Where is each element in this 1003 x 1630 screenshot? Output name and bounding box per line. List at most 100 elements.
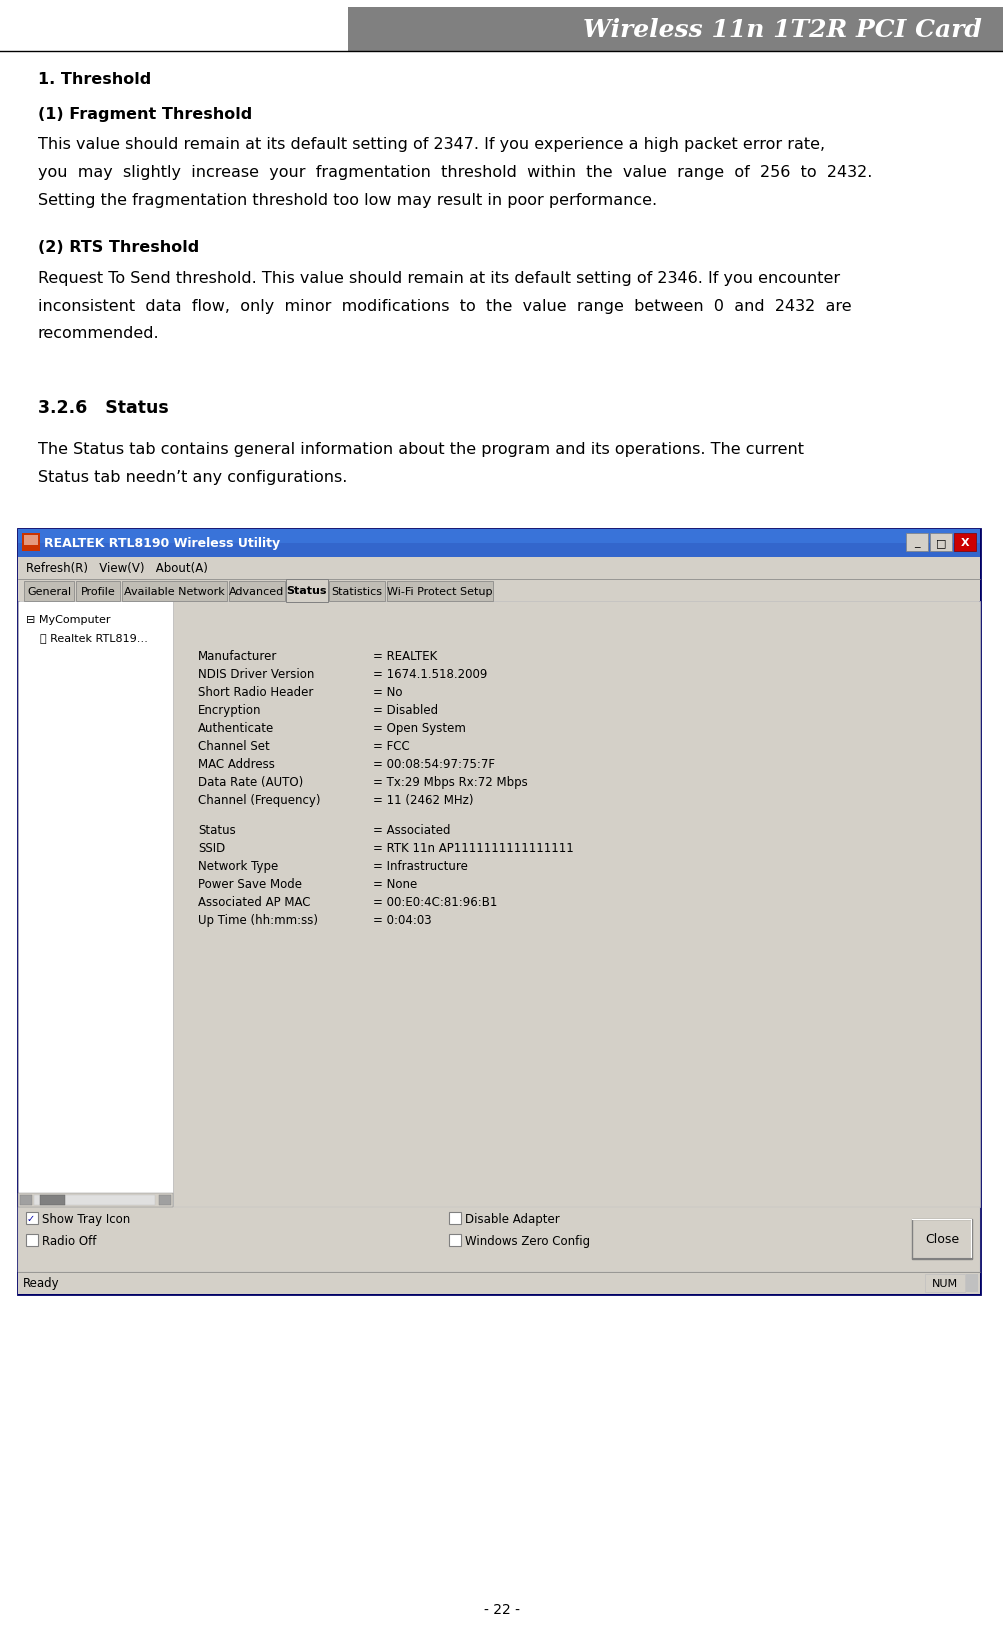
Bar: [905, 533, 927, 551]
Text: Encryption: Encryption: [198, 704, 261, 717]
Text: = Associated: = Associated: [373, 825, 450, 836]
Text: (1) Fragment Threshold: (1) Fragment Threshold: [38, 108, 252, 122]
Bar: [924, 1275, 964, 1293]
Bar: [911, 1219, 971, 1260]
Bar: [18, 530, 979, 1294]
Text: Power Save Mode: Power Save Mode: [198, 879, 302, 892]
Text: 1. Threshold: 1. Threshold: [38, 72, 151, 88]
Text: Status: Status: [287, 585, 327, 595]
Bar: [24, 536, 38, 546]
Bar: [448, 1234, 460, 1247]
Bar: [18, 530, 979, 557]
Text: you  may  slightly  increase  your  fragmentation  threshold  within  the  value: you may slightly increase your fragmenta…: [38, 165, 872, 181]
Text: = 0:04:03: = 0:04:03: [373, 914, 431, 927]
Bar: [953, 533, 975, 551]
Text: Statistics: Statistics: [331, 587, 382, 597]
Text: General: General: [27, 587, 71, 597]
Bar: [18, 1208, 979, 1273]
Text: REALTEK RTL8190 Wireless Utility: REALTEK RTL8190 Wireless Utility: [44, 538, 280, 551]
Text: = Tx:29 Mbps Rx:72 Mbps: = Tx:29 Mbps Rx:72 Mbps: [373, 776, 528, 789]
Text: 🖥 Realtek RTL819…: 🖥 Realtek RTL819…: [40, 632, 147, 642]
Text: MAC Address: MAC Address: [198, 758, 275, 771]
Bar: [286, 580, 328, 603]
Bar: [24, 582, 74, 601]
Bar: [18, 601, 173, 1208]
Text: Channel (Frequency): Channel (Frequency): [198, 794, 320, 807]
Text: = 00:E0:4C:81:96:B1: = 00:E0:4C:81:96:B1: [373, 897, 496, 910]
Text: Available Network: Available Network: [123, 587, 224, 597]
Text: The Status tab contains general information about the program and its operations: The Status tab contains general informat…: [38, 442, 803, 458]
Text: Show Tray Icon: Show Tray Icon: [42, 1213, 130, 1226]
Bar: [26, 1234, 38, 1247]
Bar: [18, 580, 979, 601]
Bar: [40, 1195, 65, 1205]
Text: ⊟ MyComputer: ⊟ MyComputer: [26, 615, 110, 624]
Text: Data Rate (AUTO): Data Rate (AUTO): [198, 776, 303, 789]
Text: Close: Close: [924, 1232, 958, 1245]
Text: 3.2.6   Status: 3.2.6 Status: [38, 399, 169, 417]
Text: = 1674.1.518.2009: = 1674.1.518.2009: [373, 668, 486, 681]
Text: ✓: ✓: [27, 1213, 35, 1222]
Bar: [348, 8, 1003, 52]
Text: Short Radio Header: Short Radio Header: [198, 686, 313, 699]
Text: = None: = None: [373, 879, 417, 892]
Text: SSID: SSID: [198, 843, 225, 856]
Text: = REALTEK: = REALTEK: [373, 650, 437, 663]
Bar: [173, 601, 979, 1208]
Text: Radio Off: Radio Off: [42, 1236, 96, 1247]
Text: recommended.: recommended.: [38, 326, 159, 341]
Bar: [229, 582, 285, 601]
Bar: [26, 1213, 38, 1224]
Text: Up Time (hh:mm:ss): Up Time (hh:mm:ss): [198, 914, 318, 927]
Text: = RTK 11n AP1111111111111111: = RTK 11n AP1111111111111111: [373, 843, 573, 856]
Text: Profile: Profile: [80, 587, 115, 597]
Text: Request To Send threshold. This value should remain at its default setting of 23: Request To Send threshold. This value sh…: [38, 271, 840, 285]
Text: = 00:08:54:97:75:7F: = 00:08:54:97:75:7F: [373, 758, 494, 771]
Text: = Open System: = Open System: [373, 722, 465, 735]
Text: = 11 (2462 MHz): = 11 (2462 MHz): [373, 794, 473, 807]
Text: Wireless 11n 1T2R PCI Card: Wireless 11n 1T2R PCI Card: [583, 18, 981, 42]
Bar: [18, 530, 979, 544]
Bar: [20, 1195, 32, 1205]
Bar: [76, 582, 120, 601]
Text: inconsistent  data  flow,  only  minor  modifications  to  the  value  range  be: inconsistent data flow, only minor modif…: [38, 298, 851, 313]
Bar: [329, 582, 384, 601]
Text: = FCC: = FCC: [373, 740, 409, 753]
Text: Windows Zero Config: Windows Zero Config: [464, 1236, 590, 1247]
Bar: [929, 533, 951, 551]
Bar: [18, 1273, 979, 1294]
Bar: [158, 1195, 171, 1205]
Text: = Infrastructure: = Infrastructure: [373, 861, 467, 874]
Text: Disable Adapter: Disable Adapter: [464, 1213, 560, 1226]
Text: Wi-Fi Protect Setup: Wi-Fi Protect Setup: [387, 587, 492, 597]
Text: Status: Status: [198, 825, 236, 836]
Text: Advanced: Advanced: [229, 587, 284, 597]
Text: Ready: Ready: [23, 1276, 59, 1289]
Text: Refresh(R)   View(V)   About(A): Refresh(R) View(V) About(A): [26, 562, 208, 575]
Bar: [386, 582, 492, 601]
Text: Status tab needn’t any configurations.: Status tab needn’t any configurations.: [38, 469, 347, 486]
Bar: [18, 557, 979, 580]
Text: - 22 -: - 22 -: [483, 1602, 520, 1615]
Text: (2) RTS Threshold: (2) RTS Threshold: [38, 240, 199, 256]
Text: = Disabled: = Disabled: [373, 704, 437, 717]
Bar: [34, 1195, 154, 1205]
Text: NUM: NUM: [931, 1278, 957, 1288]
Text: This value should remain at its default setting of 2347. If you experience a hig: This value should remain at its default …: [38, 137, 824, 153]
Text: Network Type: Network Type: [198, 861, 278, 874]
Text: = No: = No: [373, 686, 402, 699]
Bar: [122, 582, 227, 601]
Text: Manufacturer: Manufacturer: [198, 650, 277, 663]
Text: Channel Set: Channel Set: [198, 740, 270, 753]
Text: Associated AP MAC: Associated AP MAC: [198, 897, 310, 910]
Bar: [965, 1275, 977, 1293]
Bar: [18, 1193, 173, 1208]
Text: Authenticate: Authenticate: [198, 722, 274, 735]
Text: NDIS Driver Version: NDIS Driver Version: [198, 668, 314, 681]
Text: X: X: [960, 538, 968, 548]
Text: _: _: [914, 538, 919, 548]
Text: □: □: [935, 538, 945, 548]
Bar: [22, 533, 40, 551]
Text: Setting the fragmentation threshold too low may result in poor performance.: Setting the fragmentation threshold too …: [38, 194, 657, 209]
Bar: [448, 1213, 460, 1224]
